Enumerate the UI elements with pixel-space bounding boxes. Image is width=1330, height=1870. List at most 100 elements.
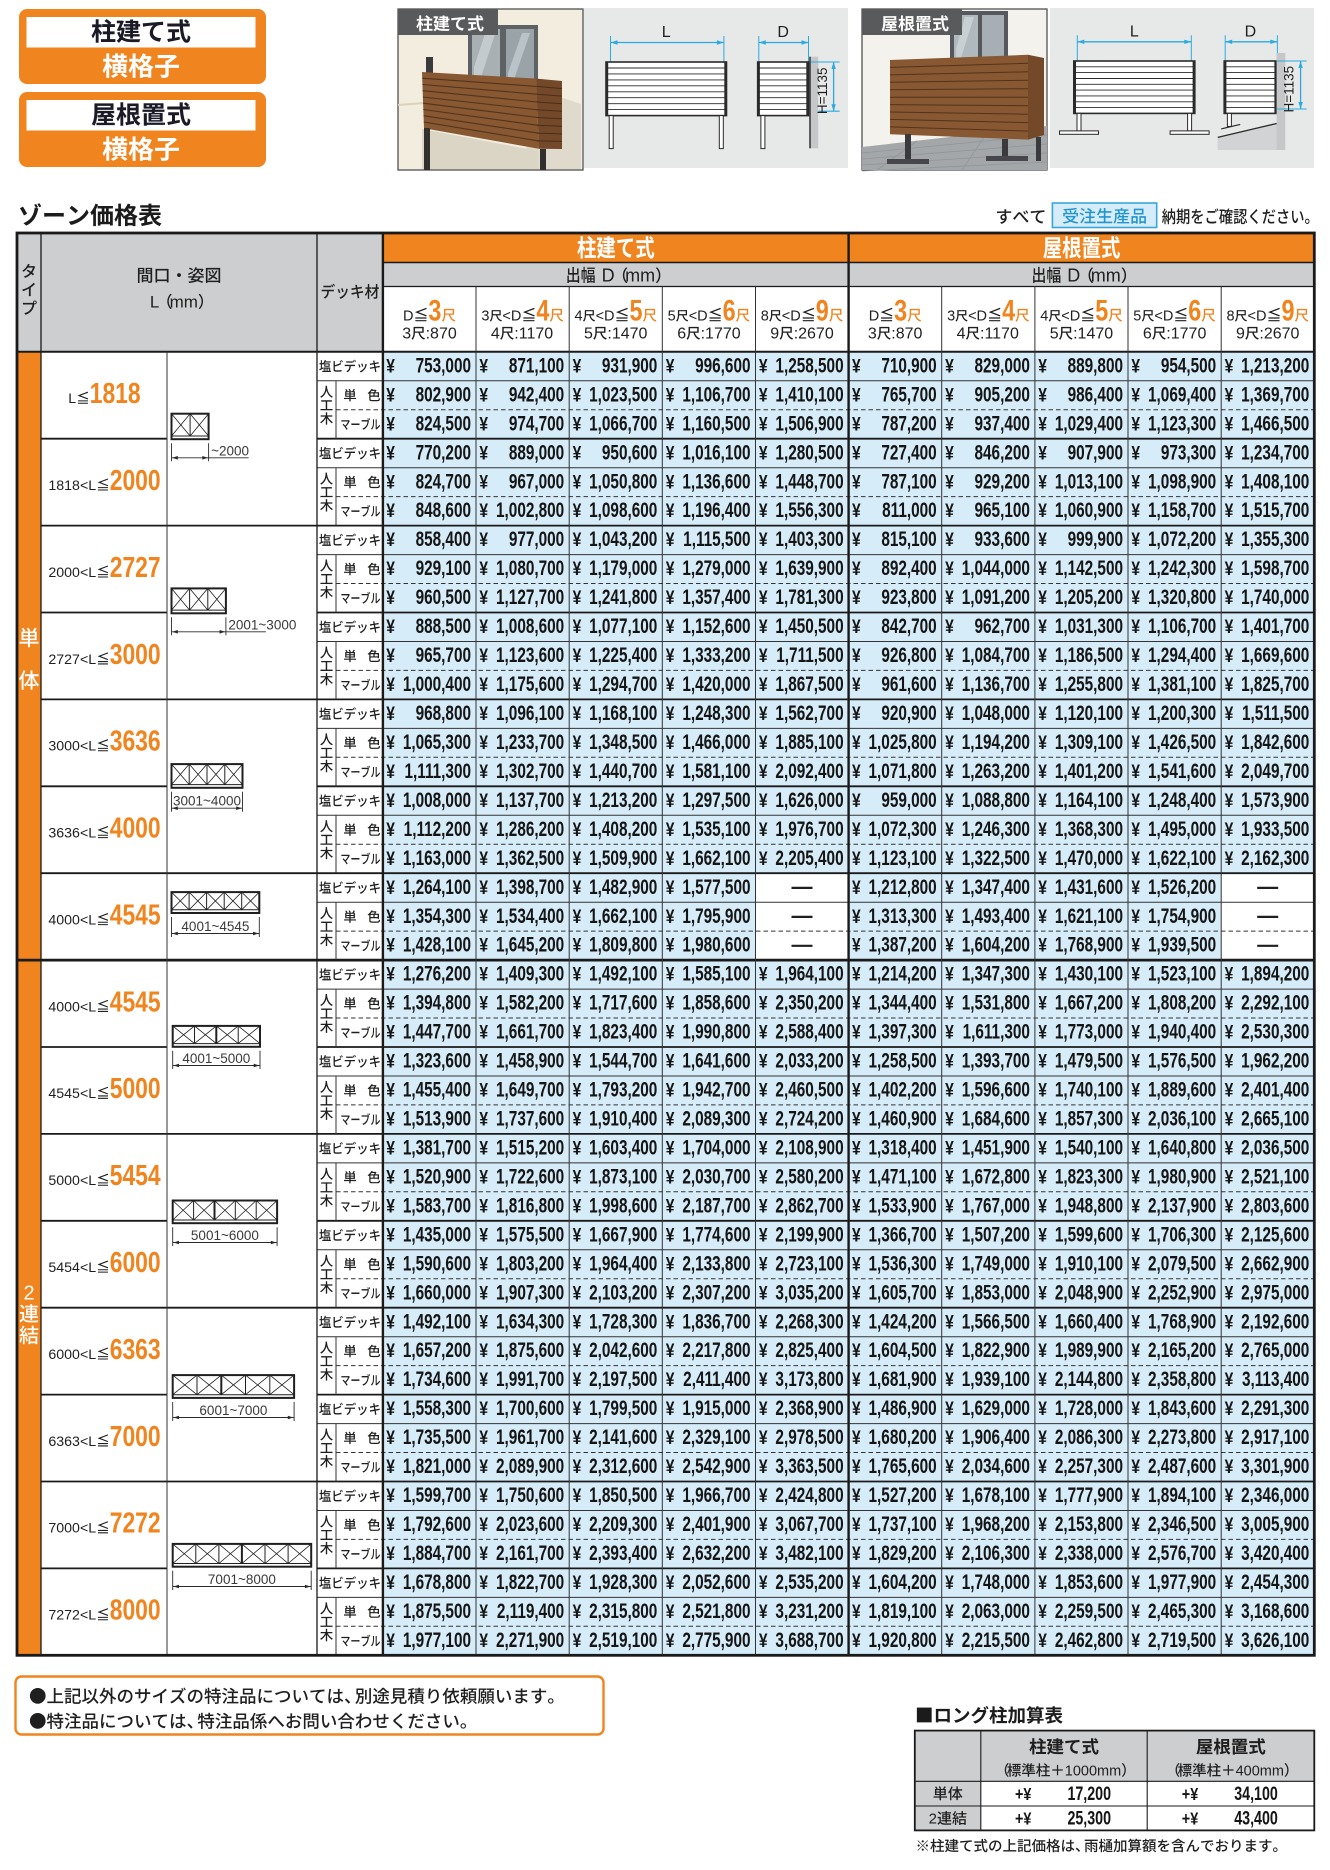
svg-text:1,816,800: 1,816,800 [496,1193,564,1217]
svg-text:¥: ¥ [479,1398,488,1420]
svg-text:1,362,500: 1,362,500 [496,845,564,869]
svg-text:¥: ¥ [1038,731,1047,753]
svg-text:1,451,900: 1,451,900 [962,1135,1030,1159]
svg-text:D: D [1067,266,1080,286]
svg-text:1,507,200: 1,507,200 [962,1222,1030,1246]
svg-text:¥: ¥ [666,1629,675,1651]
svg-text:2,401,900: 2,401,900 [682,1512,750,1536]
svg-text:<D: <D [689,309,708,325]
svg-text:1,740,000: 1,740,000 [1241,585,1309,609]
svg-text:2: 2 [23,1283,34,1305]
svg-text:1,819,100: 1,819,100 [869,1598,937,1622]
svg-text:<D: <D [1154,309,1173,325]
svg-text:25,300: 25,300 [1067,1808,1111,1829]
svg-text:1,002,800: 1,002,800 [496,498,564,522]
svg-text:¥: ¥ [1131,442,1140,464]
svg-text:1,333,200: 1,333,200 [682,643,750,667]
svg-text:¥: ¥ [1225,355,1234,377]
svg-text:¥: ¥ [852,384,861,406]
svg-text:2,199,900: 2,199,900 [775,1222,843,1246]
svg-text:960,500: 960,500 [416,585,471,609]
svg-text:2,291,300: 2,291,300 [1241,1396,1309,1420]
svg-text:1,401,200: 1,401,200 [1055,758,1123,782]
svg-text:¥: ¥ [573,1282,582,1304]
svg-text:1,604,500: 1,604,500 [869,1338,937,1362]
svg-text:1,428,100: 1,428,100 [403,932,471,956]
svg-text:1,008,000: 1,008,000 [403,787,471,811]
svg-text:¥: ¥ [945,1050,954,1072]
svg-text:mm: mm [170,293,198,312]
svg-text:1,031,300: 1,031,300 [1055,614,1123,638]
svg-text:¥: ¥ [945,1195,954,1217]
svg-text:¥: ¥ [666,413,675,435]
svg-text:3636: 3636 [110,724,161,757]
svg-text:2,252,900: 2,252,900 [1148,1280,1216,1304]
svg-text:1,397,300: 1,397,300 [869,1019,937,1043]
svg-text:2,089,300: 2,089,300 [682,1106,750,1130]
svg-text:¥: ¥ [759,1398,768,1420]
svg-text:¥: ¥ [852,1600,861,1622]
svg-text:¥: ¥ [1225,1224,1234,1246]
svg-text:¥: ¥ [1038,1542,1047,1564]
svg-text:1,948,800: 1,948,800 [1055,1193,1123,1217]
svg-text:¥: ¥ [479,1137,488,1159]
svg-text:1,115,500: 1,115,500 [683,527,750,551]
svg-text:¥: ¥ [386,963,395,985]
svg-text:D: D [869,309,879,325]
svg-text:933,600: 933,600 [975,527,1030,551]
svg-text:1,123,100: 1,123,100 [869,845,937,869]
svg-text:1,158,700: 1,158,700 [1148,498,1216,522]
svg-text:2,033,200: 2,033,200 [775,1048,843,1072]
svg-text:1,368,300: 1,368,300 [1055,816,1123,840]
svg-text:¥: ¥ [666,1253,675,1275]
svg-text:1,258,500: 1,258,500 [775,353,843,377]
svg-text:¥: ¥ [945,702,954,724]
svg-text:1,977,900: 1,977,900 [1148,1570,1216,1594]
svg-text:¥: ¥ [573,355,582,377]
svg-text:1,347,300: 1,347,300 [962,961,1030,985]
svg-text:¥: ¥ [1038,615,1047,637]
svg-text:1,573,900: 1,573,900 [1241,787,1309,811]
svg-text:¥: ¥ [573,1166,582,1188]
svg-text:¥: ¥ [759,963,768,985]
svg-text:1,748,000: 1,748,000 [962,1570,1030,1594]
svg-text:1,023,500: 1,023,500 [589,382,657,406]
svg-text:753,000: 753,000 [416,353,471,377]
svg-text:¥: ¥ [945,442,954,464]
svg-text:¥: ¥ [1225,1629,1234,1651]
svg-text:¥: ¥ [759,760,768,782]
svg-text:1,355,300: 1,355,300 [1241,527,1309,551]
svg-text:2,205,400: 2,205,400 [775,845,843,869]
svg-text:¥: ¥ [386,1282,395,1304]
svg-text:¥: ¥ [479,1455,488,1477]
svg-text:3: 3 [481,309,489,325]
svg-text:¥: ¥ [1225,847,1234,869]
svg-text:¥: ¥ [666,702,675,724]
svg-text:¥: ¥ [666,355,675,377]
svg-text:¥: ¥ [479,1021,488,1043]
svg-text:1,123,600: 1,123,600 [496,643,564,667]
svg-text:2,049,700: 2,049,700 [1241,758,1309,782]
svg-text:6001~7000: 6001~7000 [199,1403,267,1418]
svg-text:¥: ¥ [1131,1021,1140,1043]
svg-text:¥: ¥ [1038,1369,1047,1391]
svg-text:929,100: 929,100 [416,556,471,580]
svg-text:¥: ¥ [666,1340,675,1362]
svg-text:1,431,600: 1,431,600 [1055,874,1123,898]
svg-text:846,200: 846,200 [975,440,1030,464]
svg-text:¥: ¥ [1131,1108,1140,1130]
svg-text:2,165,200: 2,165,200 [1148,1338,1216,1362]
svg-text:6000: 6000 [110,1245,161,1278]
svg-text:1,605,700: 1,605,700 [869,1280,937,1304]
svg-text:¥: ¥ [852,615,861,637]
svg-text:H=1135: H=1135 [1282,66,1297,113]
svg-text:1,280,500: 1,280,500 [775,440,843,464]
svg-text:¥: ¥ [852,1484,861,1506]
svg-text:¥: ¥ [1131,905,1140,927]
svg-text:1,025,800: 1,025,800 [869,730,937,754]
svg-text:¥: ¥ [945,1484,954,1506]
svg-text:1,205,200: 1,205,200 [1055,585,1123,609]
svg-text:2,187,700: 2,187,700 [682,1193,750,1217]
svg-text:1,044,000: 1,044,000 [962,556,1030,580]
svg-text:¥: ¥ [852,355,861,377]
